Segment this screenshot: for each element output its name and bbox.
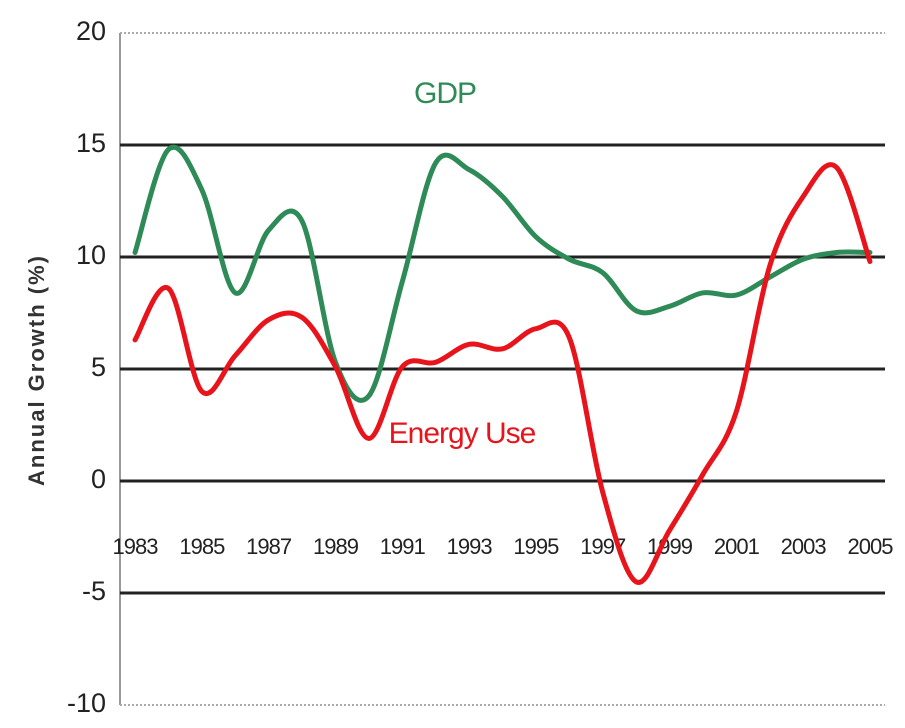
- x-tick-label: 1999: [647, 534, 693, 559]
- x-tick-label: 1985: [179, 534, 225, 559]
- x-tick-label: 2005: [847, 534, 893, 559]
- x-tick-label: 1991: [380, 534, 426, 559]
- y-tick-label: 10: [76, 240, 106, 270]
- annotation: GDP: [414, 77, 476, 110]
- y-tick-label: 20: [76, 16, 106, 46]
- x-tick-label: 1983: [113, 534, 159, 559]
- y-tick-label: 15: [76, 128, 106, 158]
- y-tick-label: 0: [91, 464, 106, 494]
- annotation: Energy Use: [389, 417, 536, 450]
- x-tick-label: 1989: [313, 534, 359, 559]
- y-tick-label: 5: [91, 352, 106, 382]
- y-axis-label: Annual Growth (%): [24, 254, 49, 486]
- x-tick-label: 1987: [246, 534, 292, 559]
- x-tick-label: 1993: [447, 534, 493, 559]
- line-series: [132, 162, 873, 585]
- y-tick-label: -5: [82, 576, 106, 606]
- x-tick-label: 2003: [781, 534, 827, 559]
- x-tick-label: 1995: [513, 534, 559, 559]
- x-tick-label: 2001: [714, 534, 760, 559]
- y-tick-label: -10: [67, 688, 106, 718]
- line-series: [132, 144, 873, 403]
